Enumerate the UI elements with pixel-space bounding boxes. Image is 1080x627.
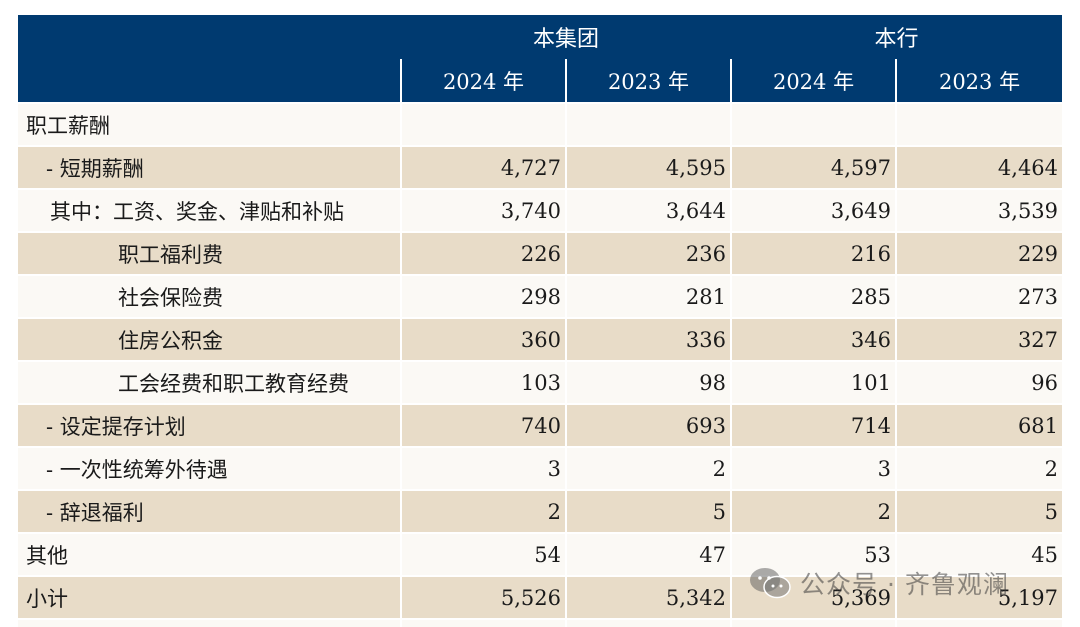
- cell-value: 5,342: [564, 575, 732, 619]
- cell-value: [400, 102, 566, 146]
- table-row: 工会经费和职工教育经费 103 98 101 96: [18, 360, 1063, 404]
- row-label: 其他: [18, 532, 401, 576]
- cell-value: 4,597: [730, 145, 897, 189]
- row-label: 职工福利费: [18, 231, 401, 275]
- cell-value: 327: [895, 317, 1063, 361]
- cell-value: 4,727: [400, 145, 566, 189]
- row-label: - 辞退福利: [18, 489, 401, 533]
- row-label: - 一次性统筹外待遇: [18, 446, 401, 490]
- table-row: - 设定提存计划 740 693 714 681: [18, 403, 1063, 447]
- cell-value: 3,740: [400, 188, 566, 232]
- table-row: - 一次性统筹外待遇 3 2 3 2: [18, 446, 1063, 490]
- table-row: - 辞退福利 2 5 2 5: [18, 489, 1063, 533]
- cell-value: [730, 102, 897, 146]
- cell-value: 216: [730, 231, 897, 275]
- watermark-text: 公众号 · 齐鲁观澜: [800, 570, 1009, 599]
- cell-value: 2: [895, 446, 1063, 490]
- cell-value: 5,197: [895, 575, 1063, 619]
- cell-value: 45: [895, 532, 1063, 576]
- row-label: 职工薪酬: [18, 102, 401, 146]
- row-label: - 短期薪酬: [18, 145, 401, 189]
- cell-value: 3,539: [895, 188, 1063, 232]
- cell-value: 360: [400, 317, 566, 361]
- cell-value: [564, 102, 732, 146]
- row-label: 小计: [18, 575, 401, 619]
- cell-value: 47: [564, 532, 732, 576]
- cell-value: 693: [564, 403, 732, 447]
- header-bank: 本行: [731, 15, 1063, 59]
- row-label: - 设定提存计划: [18, 403, 401, 447]
- header-year-bank-2023: 2023 年: [895, 59, 1063, 103]
- cell-value: 740: [400, 403, 566, 447]
- table-row: 社会保险费 298 281 285 273: [18, 274, 1063, 318]
- cell-value: 285: [730, 274, 897, 318]
- table-header: 本集团 本行 2024 年 2023 年 2024 年 2023 年: [18, 15, 1063, 103]
- row-label: 住房公积金: [18, 317, 401, 361]
- cell-value: 5,526: [400, 575, 566, 619]
- cell-value: 96: [895, 360, 1063, 404]
- cell-value: 2: [730, 489, 897, 533]
- header-year-bank-2024: 2024 年: [730, 59, 897, 103]
- cell-value: 229: [895, 231, 1063, 275]
- header-group: 本集团: [401, 15, 732, 59]
- header-blank-2: [18, 59, 401, 103]
- table-row: - 短期薪酬 4,727 4,595 4,597 4,464: [18, 145, 1063, 189]
- cell-value: 336: [564, 317, 732, 361]
- cell-value: 226: [400, 231, 566, 275]
- cell-value: 53: [730, 532, 897, 576]
- cell-value: 4,595: [564, 145, 732, 189]
- header-year-group-2024: 2024 年: [400, 59, 566, 103]
- header-year-group-2023: 2023 年: [564, 59, 732, 103]
- wechat-icon: [750, 568, 791, 599]
- table-row: 职工薪酬: [18, 102, 1063, 146]
- cell-value: 714: [730, 403, 897, 447]
- watermark: 公众号 · 齐鲁观澜: [748, 563, 1009, 603]
- row-label: 社会保险费: [18, 274, 401, 318]
- cell-value: 5: [895, 489, 1063, 533]
- cell-value: 5: [564, 489, 732, 533]
- row-label: 其中：工资、奖金、津贴和补贴: [18, 188, 401, 232]
- row-label: 工会经费和职工教育经费: [18, 360, 401, 404]
- cell-value: 2: [400, 489, 566, 533]
- cell-value: 3: [730, 446, 897, 490]
- table-body: 职工薪酬 - 短期薪酬 4,727 4,595 4,597 4,464 其中：工…: [18, 102, 1063, 627]
- cell-value: 298: [400, 274, 566, 318]
- cell-value: 3,649: [730, 188, 897, 232]
- cell-value: 681: [895, 403, 1063, 447]
- cell-value: 281: [564, 274, 732, 318]
- cell-value: 98: [564, 360, 732, 404]
- cell-value: 273: [895, 274, 1063, 318]
- cell-value: 103: [400, 360, 566, 404]
- cell-value: 3: [400, 446, 566, 490]
- cell-value: [895, 102, 1063, 146]
- compensation-table: 本集团 本行 2024 年 2023 年 2024 年 2023 年 职工薪酬 …: [18, 15, 1063, 627]
- table-row: 其他 54 47 53 45: [18, 532, 1063, 576]
- cell-value: 4,464: [895, 145, 1063, 189]
- table-row: 职工福利费 226 236 216 229: [18, 231, 1063, 275]
- cell-value: 54: [400, 532, 566, 576]
- cell-value: 101: [730, 360, 897, 404]
- header-blank: [18, 15, 401, 59]
- table-row-cut: [18, 618, 1063, 627]
- cell-value: 236: [564, 231, 732, 275]
- cell-value: 346: [730, 317, 897, 361]
- cell-value: 2: [564, 446, 732, 490]
- table-row: 其中：工资、奖金、津贴和补贴 3,740 3,644 3,649 3,539: [18, 188, 1063, 232]
- cell-value: 3,644: [564, 188, 732, 232]
- table-row: 住房公积金 360 336 346 327: [18, 317, 1063, 361]
